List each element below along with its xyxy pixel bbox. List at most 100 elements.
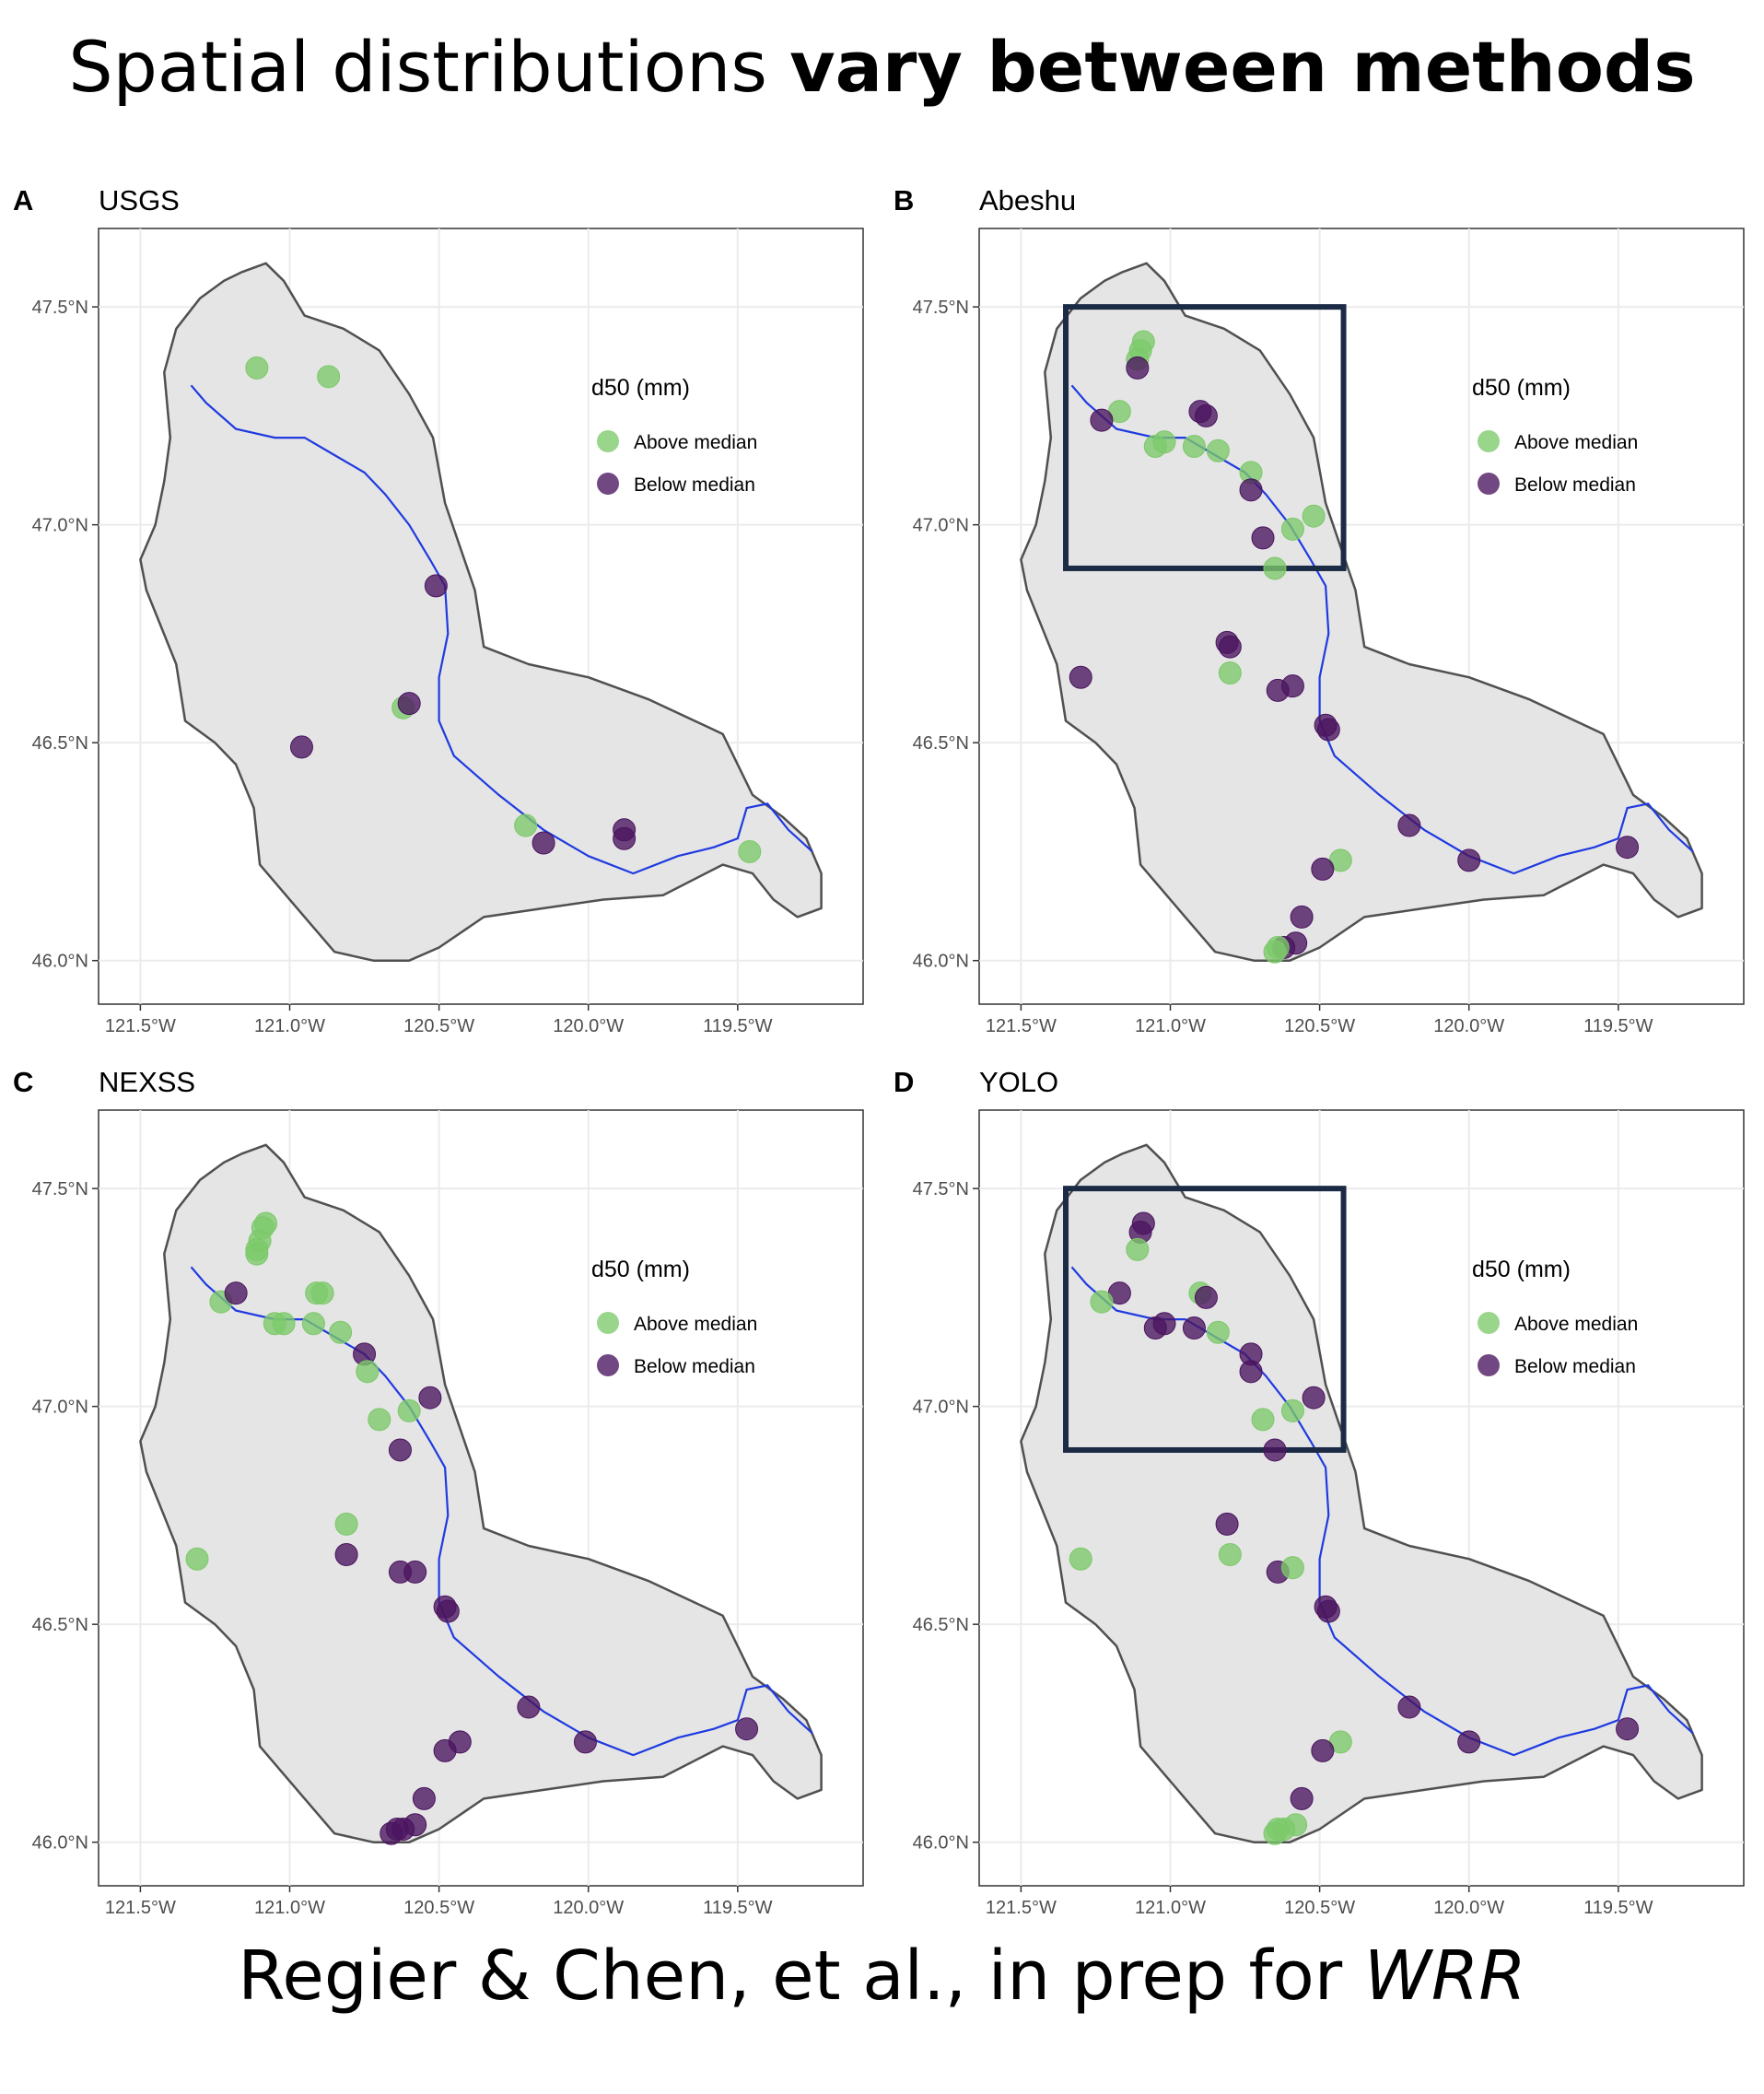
map-panel-c: C NEXSS 121.5°W 121.0°W 120.5°W 120.0°W 119.5°… xyxy=(13,1066,864,1918)
legend-key-above xyxy=(1478,430,1500,452)
river-line xyxy=(190,384,813,875)
sample-point-above xyxy=(514,813,538,837)
panel-letter: B xyxy=(894,184,914,216)
sample-point-below xyxy=(1616,836,1640,860)
sample-point-above xyxy=(1206,1320,1230,1344)
y-tick-label: 46.0°N xyxy=(913,952,969,972)
page-title: Spatial distributions vary between metho… xyxy=(68,26,1696,108)
sample-point-below xyxy=(1457,848,1481,872)
sample-point-below xyxy=(1457,1730,1481,1754)
sample-point-above xyxy=(329,1320,353,1344)
sample-point-above xyxy=(1218,661,1242,684)
sample-point-above xyxy=(1069,1547,1092,1571)
y-tick-label: 47.0°N xyxy=(32,1398,88,1418)
legend-key-above xyxy=(1478,1312,1500,1334)
legend-label-below: Below median xyxy=(1514,1356,1636,1377)
sample-point-above xyxy=(1218,1542,1242,1566)
x-tick-label: 121.5°W xyxy=(986,1898,1057,1918)
panel-title: NEXSS xyxy=(99,1066,195,1098)
x-tick-label: 121.0°W xyxy=(254,1016,325,1036)
sample-point-above xyxy=(738,839,762,863)
sample-point-below xyxy=(1194,1285,1218,1309)
x-tick-label: 119.5°W xyxy=(703,1898,773,1918)
sample-point-below xyxy=(418,1386,442,1410)
x-tick-label: 120.0°W xyxy=(553,1898,624,1918)
sample-point-below xyxy=(1290,1786,1314,1810)
legend-label-above: Above median xyxy=(1514,1314,1638,1335)
legend-label-above: Above median xyxy=(1514,432,1638,453)
sample-point-below xyxy=(1069,665,1092,689)
sample-point-above xyxy=(1280,1398,1304,1422)
x-tick-label: 121.5°W xyxy=(105,1898,176,1918)
y-tick-label: 46.0°N xyxy=(32,952,88,972)
sample-point-below xyxy=(1302,1386,1326,1410)
sample-point-below xyxy=(388,1438,412,1462)
sample-point-below xyxy=(517,1695,541,1719)
sample-point-above xyxy=(397,1398,421,1422)
sample-point-above xyxy=(1266,936,1290,960)
sample-point-below xyxy=(1194,404,1218,427)
sample-point-below xyxy=(1311,1738,1335,1762)
legend-title: d50 (mm) xyxy=(591,1257,690,1282)
x-tick-label: 120.5°W xyxy=(1284,1898,1355,1918)
sample-point-below xyxy=(1280,674,1304,698)
x-tick-label: 121.0°W xyxy=(1135,1898,1206,1918)
sample-point-above xyxy=(1263,556,1287,580)
sample-point-below xyxy=(424,574,448,598)
sample-point-above xyxy=(310,1281,334,1305)
sample-point-below xyxy=(1251,526,1275,550)
y-tick-label: 47.0°N xyxy=(32,516,88,536)
sample-point-above xyxy=(356,1360,380,1384)
legend-key-below xyxy=(1478,473,1500,495)
sample-point-above xyxy=(1302,504,1326,528)
basin-outline xyxy=(139,262,823,962)
y-tick-label: 46.5°N xyxy=(32,1615,88,1635)
sample-point-below xyxy=(1126,356,1150,380)
x-tick-label: 120.5°W xyxy=(403,1016,474,1036)
x-tick-label: 119.5°W xyxy=(703,1016,773,1036)
panel-title: YOLO xyxy=(979,1066,1058,1098)
y-tick-label: 47.5°N xyxy=(32,298,88,318)
y-tick-label: 47.5°N xyxy=(32,1179,88,1199)
legend-key-below xyxy=(1478,1354,1500,1376)
highlight-box xyxy=(1063,1186,1347,1453)
legend-label-above: Above median xyxy=(634,432,757,453)
citation: Regier & Chen, et al., in prep for WRR xyxy=(238,1936,1526,2016)
x-tick-label: 121.5°W xyxy=(986,1016,1057,1036)
sample-point-below xyxy=(436,1599,460,1623)
sample-point-above xyxy=(1280,1556,1304,1580)
sample-point-below xyxy=(1239,1360,1263,1384)
sample-point-above xyxy=(317,365,341,389)
panel-title: Abeshu xyxy=(979,184,1076,216)
sample-point-below xyxy=(1218,635,1242,659)
legend-key-below xyxy=(597,473,619,495)
x-tick-label: 121.5°W xyxy=(105,1016,176,1036)
sample-point-below xyxy=(573,1730,597,1754)
x-tick-label: 121.0°W xyxy=(1135,1016,1206,1036)
y-tick-label: 47.5°N xyxy=(913,1179,969,1199)
y-tick-label: 46.0°N xyxy=(32,1833,88,1854)
y-tick-label: 46.5°N xyxy=(32,733,88,754)
sample-point-above xyxy=(1280,517,1304,541)
sample-point-below xyxy=(1290,905,1314,929)
y-tick-label: 47.0°N xyxy=(913,1398,969,1418)
x-tick-label: 119.5°W xyxy=(1583,1016,1653,1036)
sample-point-above xyxy=(1152,430,1176,454)
sample-point-above xyxy=(1182,435,1206,459)
sample-point-below xyxy=(224,1281,248,1305)
sample-point-above xyxy=(334,1512,358,1536)
legend-key-above xyxy=(597,1312,619,1334)
sample-point-below xyxy=(735,1717,759,1741)
sample-point-below xyxy=(433,1738,457,1762)
x-tick-label: 120.0°W xyxy=(1433,1016,1504,1036)
map-panel-d: D YOLO 121.5°W 121.0°W 120.5°W 120.0°W 119.5°W… xyxy=(894,1066,1745,1918)
legend-key-above xyxy=(597,430,619,452)
sample-point-above xyxy=(1126,1237,1150,1261)
sample-point-above xyxy=(272,1312,296,1336)
sample-point-below xyxy=(1239,478,1263,502)
sample-point-above xyxy=(1090,1290,1114,1314)
highlight-box xyxy=(1063,304,1347,571)
sample-point-below xyxy=(289,735,313,759)
sample-point-above xyxy=(245,356,269,380)
sample-point-below xyxy=(1397,1695,1421,1719)
